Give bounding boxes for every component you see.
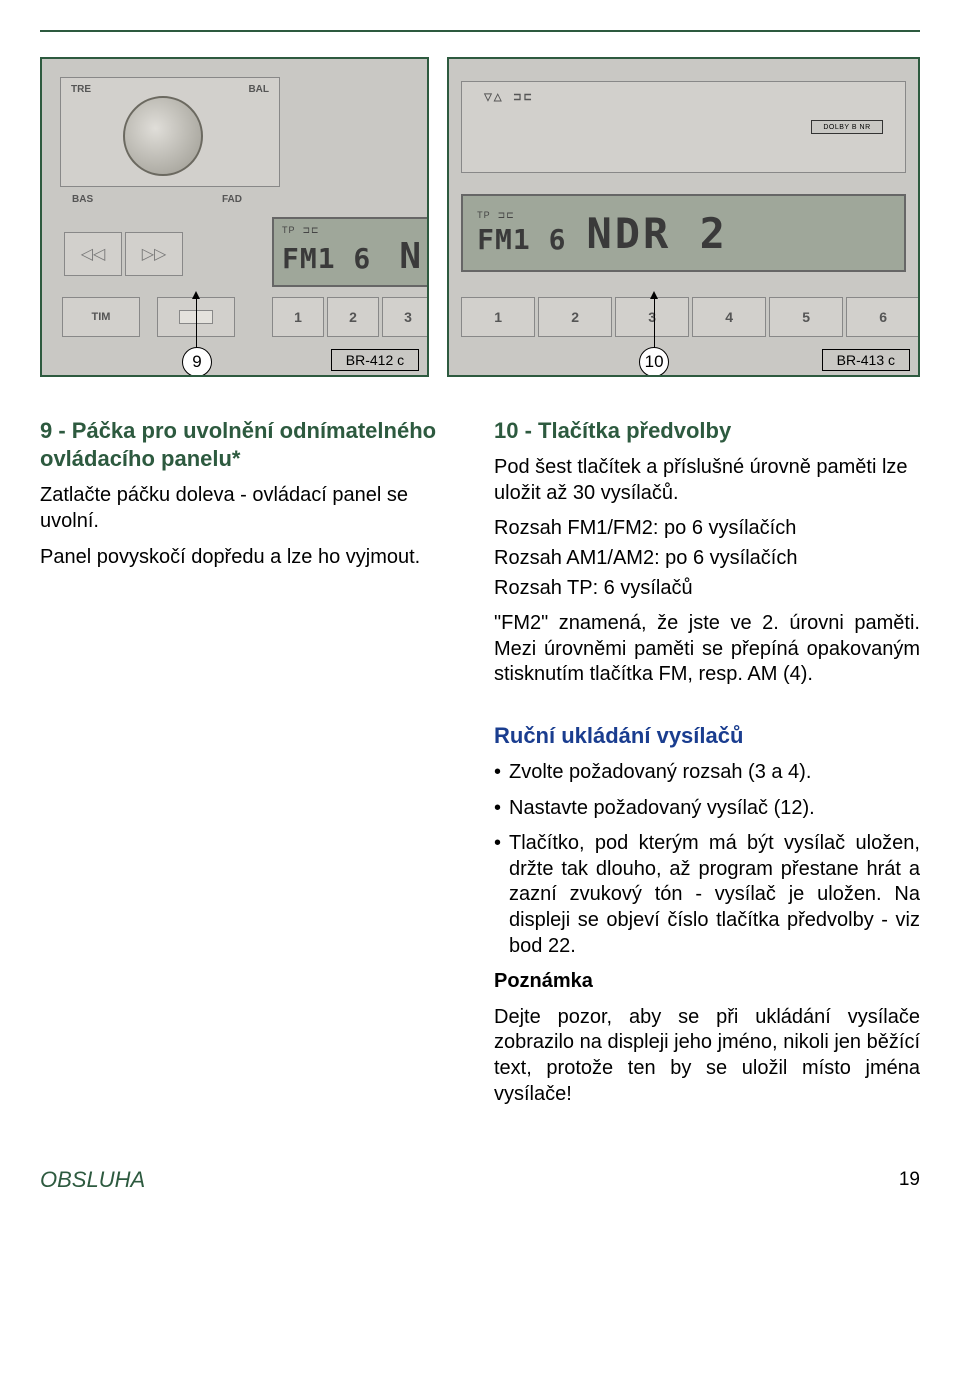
heading-manual: Ruční ukládání vysílačů	[494, 722, 920, 750]
note-label: Poznámka	[494, 969, 920, 995]
preset-3: 3	[382, 297, 429, 337]
seek-buttons: ◁◁ ▷▷	[64, 232, 183, 276]
lcd-main-text: FM1 6	[282, 242, 371, 275]
seek-prev-button: ◁◁	[64, 232, 122, 276]
preset-row-left: 1 2 3	[272, 297, 429, 337]
text-columns: 9 - Páčka pro uvolnění odnímatelného ovl…	[40, 407, 920, 1117]
tre-label: TRE	[71, 84, 91, 95]
figure-row: TRE BAL BAS FAD ◁◁ ▷▷ TP ⊐⊏ FM1 6 N	[40, 57, 920, 377]
r-p1: Pod šest tlačítek a příslušné úrovně pam…	[494, 455, 920, 506]
preset-row-right: 1 2 3 4 5 6	[461, 297, 920, 337]
preset-r2: 2	[538, 297, 612, 337]
lcd-tp-right: TP	[477, 210, 491, 220]
br-label-left: BR-412 c	[331, 349, 419, 371]
r-p5: "FM2" znamená, že jste ve 2. úrovni pamě…	[494, 611, 920, 688]
bullet-3-text: Tlačítko, pod kterým má být vysílač ulož…	[509, 831, 920, 959]
left-p1: Zatlačte páčku doleva - ovládací panel s…	[40, 483, 466, 534]
r-p3: Rozsah AM1/AM2: po 6 vysílačích	[494, 546, 920, 572]
callout-10-circle: 10	[639, 347, 669, 377]
bullet-2-text: Nastavte požadovaný vysílač (12).	[509, 796, 815, 822]
bullet-1: •Zvolte požadovaný rozsah (3 a 4).	[494, 760, 920, 786]
br-label-right: BR-413 c	[822, 349, 910, 371]
control-panel: TRE BAL	[60, 77, 280, 187]
bas-label: BAS	[72, 194, 93, 205]
footer-section: OBSLUHA	[40, 1167, 145, 1193]
left-column: 9 - Páčka pro uvolnění odnímatelného ovl…	[40, 407, 466, 1117]
bullet-3: •Tlačítko, pod kterým má být vysílač ulo…	[494, 831, 920, 959]
callout-10-number: 10	[645, 352, 664, 372]
preset-2: 2	[327, 297, 379, 337]
bullet-2: •Nastavte požadovaný vysílač (12).	[494, 796, 920, 822]
lcd-main-right: FM1 6	[477, 223, 566, 256]
fad-label: FAD	[222, 194, 242, 205]
footer: OBSLUHA 19	[40, 1167, 920, 1193]
right-column: 10 - Tlačítka předvolby Pod šest tlačíte…	[494, 407, 920, 1117]
bal-label: BAL	[248, 84, 269, 95]
callout-9-circle: 9	[182, 347, 212, 377]
lcd-display: TP ⊐⊏ FM1 6 N	[272, 217, 429, 287]
left-p2: Panel povyskočí dopředu a lze ho vyjmout…	[40, 545, 466, 571]
seek-next-button: ▷▷	[125, 232, 183, 276]
cassette-slot: ▽△ ⊐⊏ DOLBY B NR	[461, 81, 906, 173]
tim-button: TIM	[62, 297, 140, 337]
heading-10: 10 - Tlačítka předvolby	[494, 417, 920, 445]
preset-r4: 4	[692, 297, 766, 337]
preset-1: 1	[272, 297, 324, 337]
top-rule	[40, 30, 920, 32]
r-p2: Rozsah FM1/FM2: po 6 vysílačích	[494, 516, 920, 542]
page-number: 19	[899, 1169, 920, 1191]
lcd-station: NDR 2	[586, 209, 727, 258]
preset-r1: 1	[461, 297, 535, 337]
lcd-tp: TP	[282, 225, 296, 235]
dolby-label: DOLBY B NR	[811, 120, 883, 134]
heading-9: 9 - Páčka pro uvolnění odnímatelného ovl…	[40, 417, 466, 473]
figure-right: ▽△ ⊐⊏ DOLBY B NR TP ⊐⊏ FM1 6 NDR 2 1 2 3…	[447, 57, 920, 377]
note-text: Dejte pozor, aby se při ukládání vysílač…	[494, 1005, 920, 1107]
lcd-right: N	[399, 236, 422, 277]
bullet-1-text: Zvolte požadovaný rozsah (3 a 4).	[509, 760, 811, 786]
lcd-display-wide: TP ⊐⊏ FM1 6 NDR 2	[461, 194, 906, 272]
figure-left: TRE BAL BAS FAD ◁◁ ▷▷ TP ⊐⊏ FM1 6 N	[40, 57, 429, 377]
volume-knob	[123, 96, 203, 176]
preset-r5: 5	[769, 297, 843, 337]
callout-9-number: 9	[192, 352, 201, 372]
preset-r3: 3	[615, 297, 689, 337]
preset-r6: 6	[846, 297, 920, 337]
r-p4: Rozsah TP: 6 vysílačů	[494, 576, 920, 602]
